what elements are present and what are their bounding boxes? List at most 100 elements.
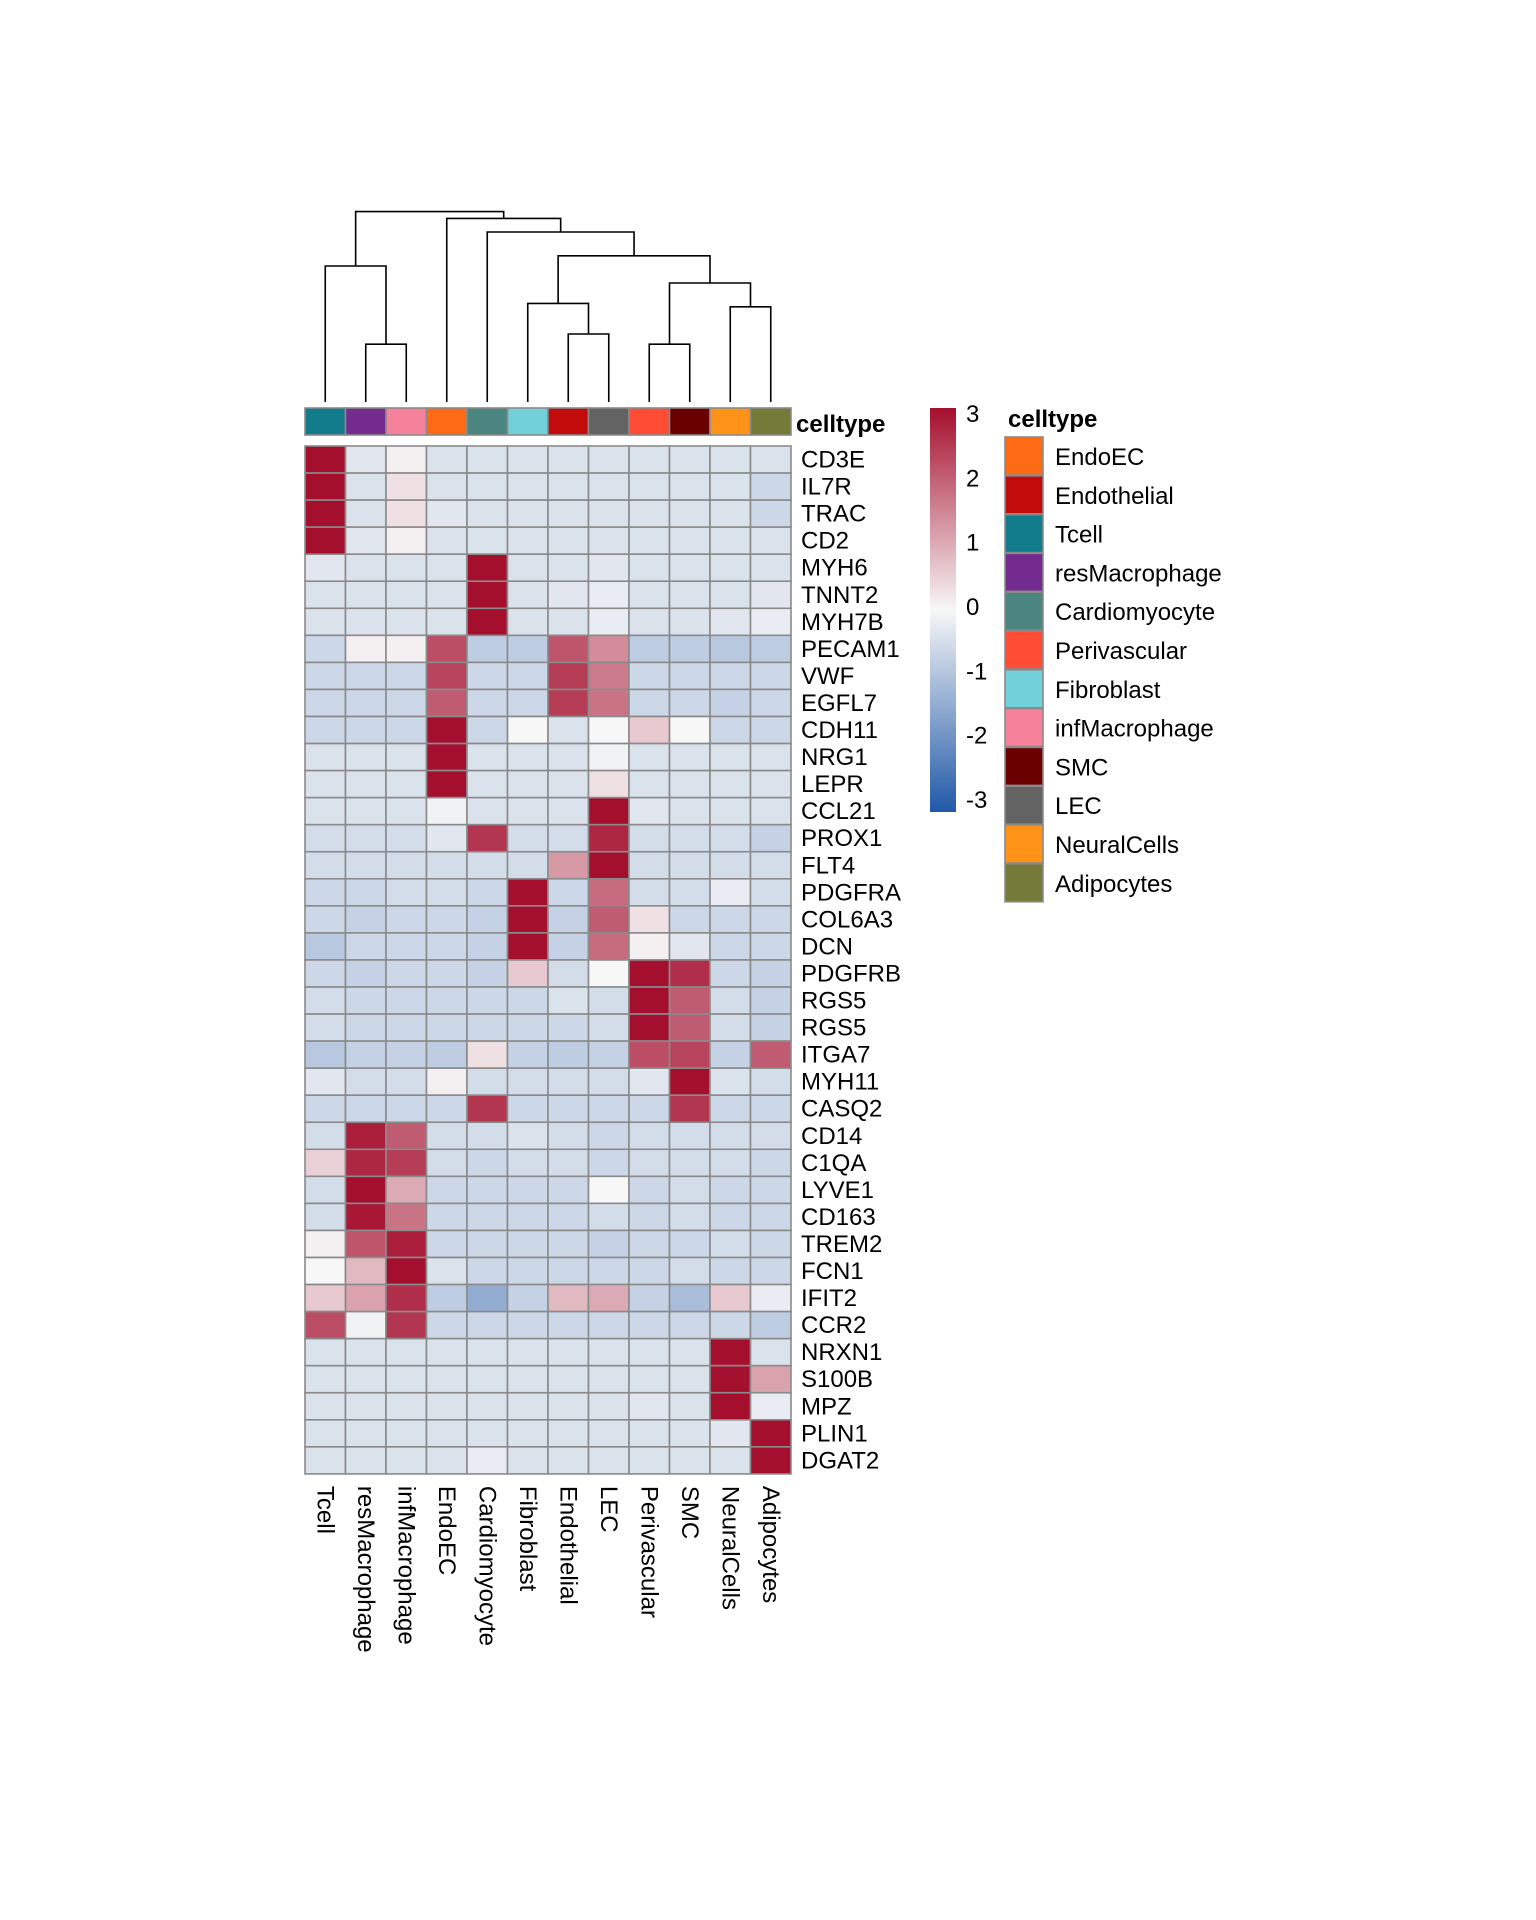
- heatmap-cell: [506, 1283, 549, 1313]
- heatmap-cell: [425, 607, 468, 637]
- heatmap-cell: [587, 1175, 630, 1205]
- heatmap-cell: [385, 580, 428, 610]
- heatmap-cell: [587, 1446, 630, 1475]
- heatmap-cell: [425, 526, 468, 556]
- row-label: LYVE1: [801, 1177, 874, 1204]
- heatmap-cell: [668, 986, 711, 1015]
- row-label: EGFL7: [801, 690, 877, 717]
- row-label: PDGFRB: [801, 960, 901, 987]
- heatmap-cell: [709, 1148, 752, 1178]
- heatmap-cell: [385, 742, 428, 772]
- heatmap-cell: [547, 526, 590, 556]
- legend-label: EndoEC: [1055, 444, 1144, 471]
- heatmap-cell: [506, 1067, 549, 1097]
- heatmap-cell: [506, 932, 549, 961]
- heatmap-cell: [749, 850, 792, 880]
- row-label: CDH11: [801, 717, 878, 744]
- colorbar-tick-label: -1: [966, 658, 987, 685]
- heatmap-cell: [628, 553, 671, 583]
- heatmap-cell: [425, 553, 468, 583]
- column-label: infMacrophage: [392, 1486, 419, 1645]
- heatmap-cell: [547, 877, 590, 907]
- heatmap-cell: [709, 932, 752, 961]
- heatmap-cell: [709, 634, 752, 664]
- heatmap-cell: [547, 1229, 590, 1259]
- heatmap-cell: [466, 634, 509, 664]
- heatmap-cell: [385, 1040, 428, 1069]
- heatmap-cell: [628, 472, 671, 501]
- heatmap-cell: [425, 1446, 468, 1475]
- heatmap-cell: [587, 634, 630, 664]
- heatmap-cell: [466, 607, 509, 637]
- heatmap-cell: [709, 1364, 752, 1394]
- colorbar-ticks: 3 2 1 0 -1 -2 -3: [966, 401, 987, 814]
- heatmap-cell: [668, 1283, 711, 1313]
- heatmap-cell: [628, 634, 671, 664]
- heatmap-cell: [709, 553, 752, 583]
- heatmap-cell: [547, 661, 590, 691]
- heatmap-cell: [506, 1148, 549, 1178]
- heatmap-cell: [466, 1094, 509, 1124]
- annotation-title: celltype: [796, 411, 885, 438]
- heatmap-cell: [749, 580, 792, 610]
- column-label: Endothelial: [554, 1486, 581, 1605]
- heatmap-cell: [668, 1310, 711, 1340]
- row-label: LEPR: [801, 771, 864, 798]
- heatmap-cell: [668, 661, 711, 691]
- heatmap-cell: [425, 796, 468, 826]
- heatmap-cell: [466, 823, 509, 853]
- legend-swatch: [1004, 436, 1044, 476]
- heatmap-cell: [628, 688, 671, 718]
- heatmap-cell: [506, 1229, 549, 1259]
- heatmap-cell: [506, 472, 549, 501]
- heatmap-cell: [749, 499, 792, 528]
- heatmap-cell: [709, 1419, 752, 1448]
- column-labels: Tcell resMacrophage infMacrophage EndoEC Car…: [311, 1486, 784, 1653]
- annotation-cell: [344, 407, 387, 436]
- row-label: FCN1: [801, 1258, 864, 1285]
- heatmap-cell: [547, 1256, 590, 1286]
- heatmap-cell: [425, 1310, 468, 1340]
- heatmap-cell: [709, 715, 752, 745]
- heatmap-cell: [506, 823, 549, 853]
- heatmap-cell: [668, 877, 711, 907]
- heatmap-cell: [466, 1067, 509, 1097]
- celltype-annotation-bar: [304, 407, 792, 436]
- legend-swatch: [1004, 591, 1044, 632]
- heatmap-cell: [668, 715, 711, 745]
- legend-swatch: [1004, 630, 1044, 670]
- heatmap-cell: [587, 1202, 630, 1232]
- legend-label: Fibroblast: [1055, 677, 1161, 704]
- heatmap-cell: [385, 1013, 428, 1042]
- heatmap-cell: [749, 634, 792, 664]
- heatmap-cell: [749, 1175, 792, 1205]
- heatmap-cell: [466, 1040, 509, 1069]
- dendrogram-branch: [324, 265, 387, 402]
- row-label: IL7R: [801, 474, 852, 501]
- heatmap-cell: [385, 1310, 428, 1340]
- heatmap-cell: [709, 1067, 752, 1097]
- heatmap-cell: [668, 769, 711, 799]
- heatmap-cell: [587, 553, 630, 583]
- heatmap-cell: [425, 986, 468, 1015]
- heatmap-cell: [385, 769, 428, 799]
- heatmap-cell: [628, 1202, 671, 1232]
- heatmap-cell: [628, 742, 671, 772]
- column-label: EndoEC: [433, 1486, 460, 1575]
- heatmap-cell: [628, 796, 671, 826]
- dendrogram-branch: [526, 302, 590, 402]
- heatmap-cell: [628, 877, 671, 907]
- heatmap-cell: [587, 932, 630, 961]
- heatmap-cell: [304, 1391, 347, 1421]
- heatmap-cell: [587, 1148, 630, 1178]
- heatmap-cell: [344, 905, 387, 934]
- heatmap-cell: [547, 634, 590, 664]
- colorbar-tick-label: 3: [966, 401, 979, 428]
- heatmap-cell: [547, 1121, 590, 1151]
- heatmap-cell: [587, 1391, 630, 1421]
- heatmap-cell: [709, 769, 752, 799]
- heatmap-cell: [425, 932, 468, 961]
- heatmap-cell: [304, 445, 347, 474]
- heatmap-cell: [587, 850, 630, 880]
- heatmap-cell: [749, 1256, 792, 1286]
